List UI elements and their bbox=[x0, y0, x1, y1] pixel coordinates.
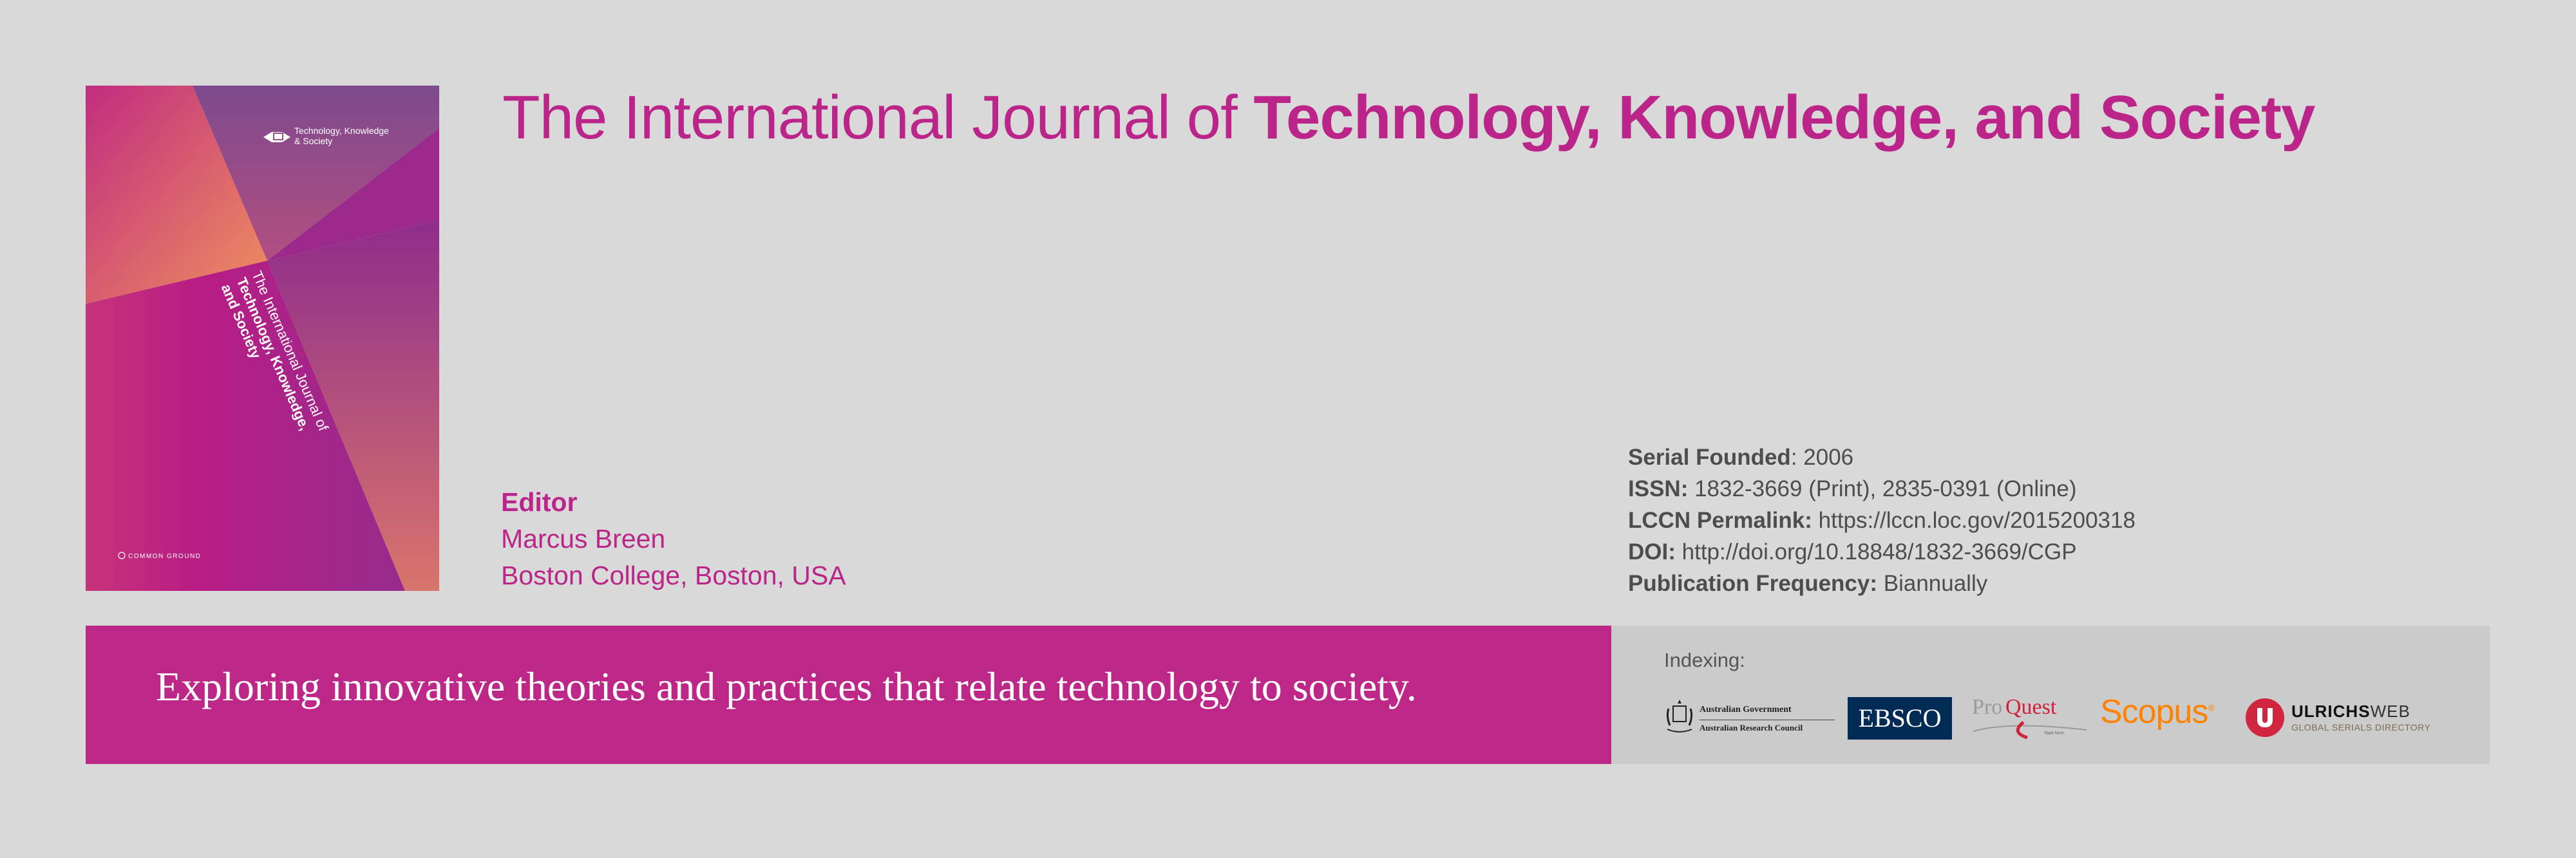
ulrichs-text-bold: ULRICHS bbox=[2291, 702, 2371, 721]
info-sep bbox=[1676, 539, 1682, 564]
doi-link[interactable]: http://doi.org/10.18848/1832-3669/CGP bbox=[1681, 539, 2077, 564]
cover-artwork: Technology, Knowledge & Society The Inte… bbox=[86, 86, 439, 591]
scopus-text: Scopus bbox=[2100, 693, 2208, 731]
editor-label: Editor bbox=[501, 487, 578, 517]
info-sep bbox=[1812, 508, 1819, 533]
proquest-part1: Pro bbox=[1972, 695, 2003, 719]
lccn-link[interactable]: https://lccn.loc.gov/2015200318 bbox=[1818, 508, 2136, 533]
common-ground-icon bbox=[118, 552, 126, 559]
proquest-swoosh-icon bbox=[1973, 721, 2087, 739]
info-serial-founded: Serial Founded: 2006 bbox=[1628, 442, 2136, 473]
editor-block: Editor Marcus Breen Boston College, Bost… bbox=[501, 484, 846, 594]
journal-info: Serial Founded: 2006 ISSN: 1832-3669 (Pr… bbox=[1628, 442, 2136, 599]
ebsco-logo[interactable]: EBSCO bbox=[1848, 697, 1952, 740]
cover-brand-line1: Technology, Knowledge bbox=[294, 126, 389, 136]
editor-name: Marcus Breen bbox=[501, 524, 666, 554]
info-issn: ISSN: 1832-3669 (Print), 2835-0391 (Onli… bbox=[1628, 473, 2136, 505]
coat-of-arms-icon bbox=[1666, 700, 1693, 732]
tagline: Exploring innovative theories and practi… bbox=[156, 664, 1417, 709]
info-label: Serial Founded bbox=[1628, 445, 1791, 470]
info-label: ISSN: bbox=[1628, 476, 1689, 501]
ulrichs-text-light: WEB bbox=[2370, 702, 2410, 721]
ulrichsweb-logo[interactable]: ULRICHSWEB GLOBAL SERIALS DIRECTORY bbox=[2245, 698, 2445, 740]
indexing-label: Indexing: bbox=[1664, 649, 1745, 671]
tagline-band bbox=[86, 626, 1611, 764]
info-sep bbox=[1688, 476, 1694, 501]
editor-affiliation: Boston College, Boston, USA bbox=[501, 561, 846, 590]
scopus-logo[interactable]: Scopus® bbox=[2100, 693, 2215, 731]
info-label: Publication Frequency: bbox=[1628, 571, 1877, 596]
proquest-tagline: Start here. bbox=[2044, 731, 2065, 736]
indexing-panel: Indexing: Australian Government Australi… bbox=[1611, 626, 2490, 764]
info-sep: : bbox=[1790, 445, 1804, 470]
info-value: 1832-3669 (Print), 2835-0391 (Online) bbox=[1694, 476, 2077, 501]
cover-brand-logo-icon bbox=[263, 132, 290, 142]
title-prefix: The International Journal of bbox=[502, 83, 1254, 152]
title-bold: Technology, Knowledge, and Society bbox=[1253, 83, 2315, 152]
info-value: Biannually bbox=[1883, 571, 1988, 596]
info-label: DOI: bbox=[1628, 539, 1676, 564]
cover-publisher: COMMON GROUND bbox=[128, 553, 201, 560]
arc-logo[interactable]: Australian Government Australian Researc… bbox=[1663, 697, 1835, 736]
page-title: The International Journal of Technology,… bbox=[502, 82, 2315, 153]
proquest-part2: Quest bbox=[2005, 695, 2057, 719]
arc-line1: Australian Government bbox=[1700, 705, 1792, 714]
info-sep bbox=[1877, 571, 1884, 596]
info-label: LCCN Permalink: bbox=[1628, 508, 1812, 533]
arc-line2: Australian Research Council bbox=[1700, 723, 1803, 732]
info-value: 2006 bbox=[1803, 445, 1854, 470]
ulrichs-subtitle: GLOBAL SERIALS DIRECTORY bbox=[2291, 722, 2431, 732]
ulrichs-u-icon bbox=[2246, 698, 2284, 737]
proquest-logo[interactable]: Pro Quest Start here. bbox=[1972, 695, 2088, 740]
info-frequency: Publication Frequency: Biannually bbox=[1628, 568, 2136, 599]
info-lccn: LCCN Permalink: https://lccn.loc.gov/201… bbox=[1628, 505, 2136, 536]
cover-brand-line2: & Society bbox=[294, 136, 332, 146]
info-doi: DOI: http://doi.org/10.18848/1832-3669/C… bbox=[1628, 536, 2136, 568]
journal-cover[interactable]: Technology, Knowledge & Society The Inte… bbox=[86, 86, 439, 591]
